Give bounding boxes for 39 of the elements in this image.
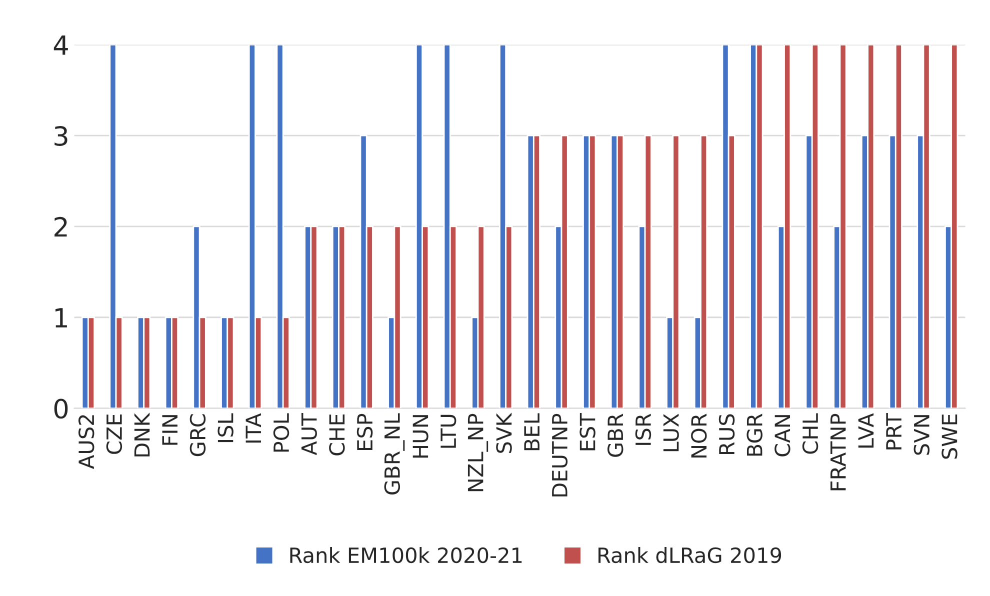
- x-tick-label: NOR: [691, 414, 707, 458]
- x-tick-label: DEUTNP: [552, 414, 568, 496]
- y-tick-label: 4: [54, 35, 68, 55]
- x-tick-label: SWE: [942, 414, 958, 459]
- x-tick-label: ITA: [246, 413, 261, 443]
- x-tick-label: RUS: [718, 414, 735, 454]
- x-tick-label: POL: [273, 413, 290, 452]
- x-tick-label: LVA: [858, 413, 874, 448]
- x-tick-label: CZE: [106, 414, 122, 454]
- x-tick-label: AUS2: [78, 415, 94, 469]
- x-tick-label: AUT: [301, 413, 317, 456]
- x-tick-label: SVK: [496, 412, 512, 453]
- x-tick-label: BEL: [524, 413, 540, 450]
- x-tick-label: GRC: [190, 414, 206, 456]
- x-tick-label: ESP: [356, 414, 373, 450]
- x-tick-label: LUX: [663, 414, 679, 452]
- legend-label: Rank dLRaG 2019: [598, 546, 782, 564]
- x-tick-label: FRATNP: [830, 414, 846, 490]
- x-tick-label: SVN: [914, 415, 930, 455]
- legend-label: Rank EM100k 2020-21: [290, 546, 522, 564]
- x-tick-label: EST: [580, 413, 596, 450]
- x-tick-label: BGR: [746, 414, 762, 456]
- x-tick-label: GBR: [607, 414, 624, 457]
- x-tick-label: DNK: [134, 412, 150, 456]
- x-tick-label: PRT: [886, 413, 902, 450]
- x-tick-label: LTU: [440, 414, 456, 448]
- x-tick-label: ISR: [635, 414, 652, 445]
- x-tick-label: FIN: [162, 415, 178, 445]
- y-tick-label: 1: [56, 308, 67, 328]
- x-tick-label: CAN: [774, 415, 790, 456]
- x-tick-label: ISL: [218, 413, 234, 442]
- y-tick-label: 3: [54, 126, 68, 146]
- x-tick-label: NZL_NP: [468, 414, 488, 492]
- x-tick-label: CHL: [802, 413, 818, 454]
- x-tick-label: HUN: [412, 415, 428, 458]
- y-tick-label: 0: [54, 398, 68, 419]
- y-tick-label: 2: [54, 216, 67, 237]
- x-tick-label: GBR_NL: [384, 413, 405, 494]
- x-tick-label: CHE: [329, 414, 345, 456]
